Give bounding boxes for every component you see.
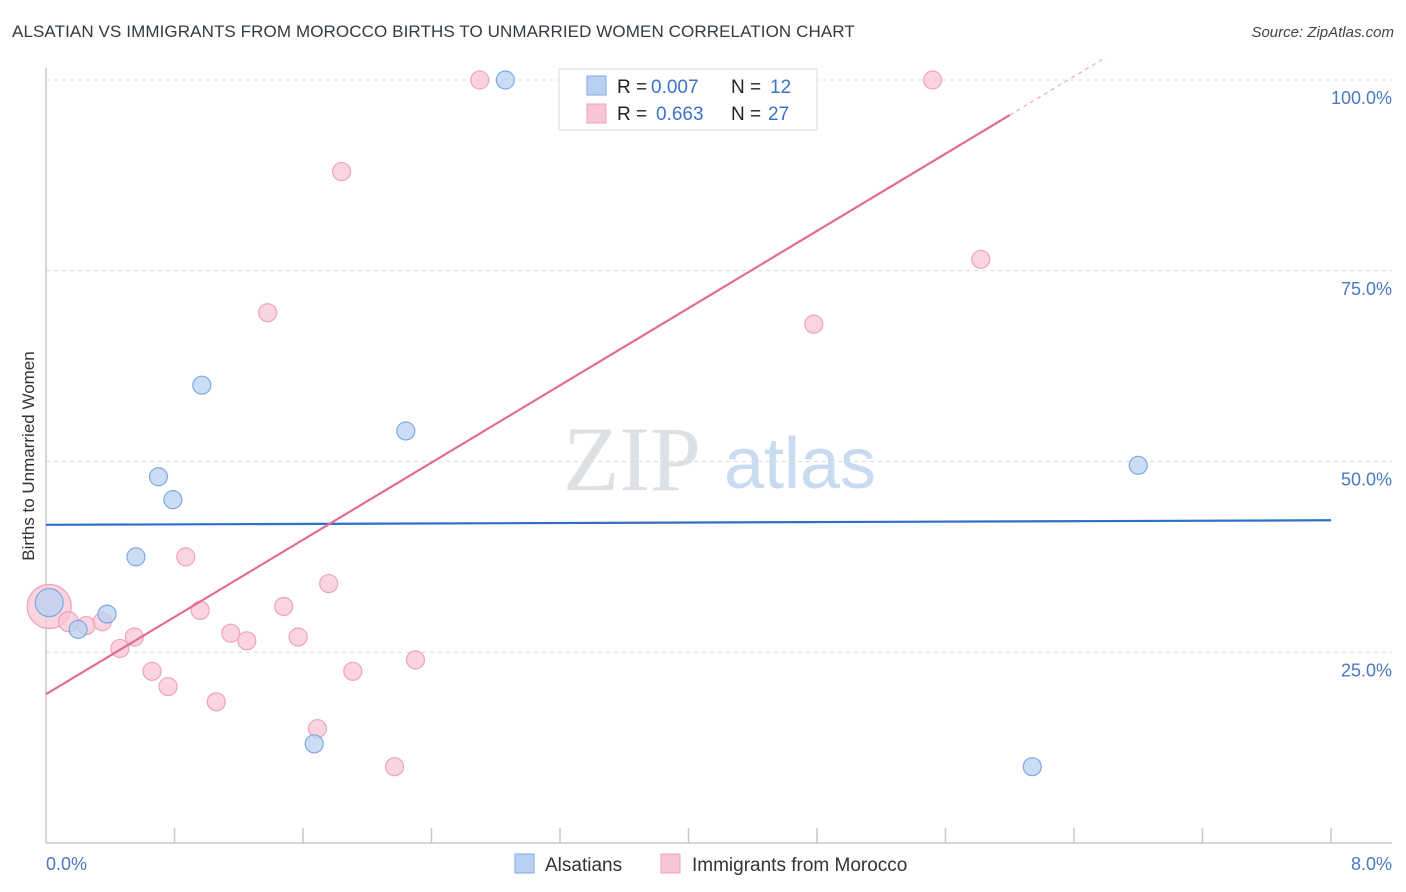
y-tick-label-75: 75.0% bbox=[1341, 279, 1392, 299]
morocco-point-22 bbox=[470, 70, 490, 90]
alsatians-point-1 bbox=[68, 619, 88, 639]
morocco-point-17 bbox=[319, 573, 339, 594]
watermark: ZIP atlas bbox=[563, 408, 876, 510]
watermark-atlas: atlas bbox=[724, 424, 876, 504]
morocco-point-10 bbox=[206, 692, 226, 712]
y-tick-label-100: 100.0% bbox=[1331, 88, 1392, 108]
bottom-legend-label-morocco: Immigrants from Morocco bbox=[692, 855, 907, 876]
alsatians-point-3 bbox=[126, 547, 146, 567]
morocco-point-18 bbox=[331, 161, 352, 182]
morocco-point-9 bbox=[190, 600, 210, 620]
y-tick-label-25: 25.0% bbox=[1341, 660, 1392, 680]
morocco-point-12 bbox=[237, 631, 257, 651]
gridlines bbox=[46, 79, 1392, 653]
alsatians-point-9 bbox=[495, 70, 515, 90]
series-alsatians-points bbox=[34, 70, 1148, 777]
alsatians-point-2 bbox=[97, 604, 117, 624]
morocco-trend-line-extension bbox=[1009, 56, 1107, 116]
alsatians-point-10 bbox=[1022, 757, 1042, 777]
morocco-point-19 bbox=[343, 661, 363, 681]
morocco-point-25 bbox=[923, 70, 943, 90]
legend-swatch-alsatians bbox=[586, 75, 607, 96]
alsatians-point-5 bbox=[163, 490, 183, 510]
x-axis-ticks bbox=[173, 828, 1332, 843]
morocco-point-6 bbox=[142, 661, 162, 681]
morocco-point-7 bbox=[158, 676, 178, 697]
bottom-legend-swatch-morocco bbox=[660, 853, 681, 874]
morocco-point-24 bbox=[804, 314, 824, 334]
morocco-point-26 bbox=[971, 249, 991, 269]
x-tick-label-min: 0.0% bbox=[46, 854, 87, 874]
morocco-point-15 bbox=[288, 627, 308, 647]
legend-n-value-alsatians: 12 bbox=[770, 77, 791, 98]
alsatians-point-6 bbox=[192, 375, 212, 395]
morocco-point-11 bbox=[221, 623, 241, 643]
y-tick-labels: 25.0% 50.0% 75.0% 100.0% bbox=[1331, 88, 1392, 680]
legend-r-label-alsatians: R = bbox=[617, 77, 647, 98]
alsatians-point-0 bbox=[34, 588, 64, 618]
legend-swatch-morocco bbox=[586, 103, 607, 124]
morocco-point-21 bbox=[405, 650, 426, 670]
y-axis-label: Births to Unmarried Women bbox=[19, 351, 38, 560]
legend-bottom: Alsatians Immigrants from Morocco bbox=[514, 853, 907, 876]
alsatians-point-11 bbox=[1128, 455, 1148, 475]
morocco-point-13 bbox=[258, 303, 278, 323]
alsatians-point-8 bbox=[396, 421, 416, 441]
bottom-legend-label-alsatians: Alsatians bbox=[545, 855, 622, 876]
bottom-legend-swatch-alsatians bbox=[514, 853, 535, 874]
x-tick-label-max: 8.0% bbox=[1351, 854, 1392, 874]
morocco-point-8 bbox=[176, 547, 196, 567]
legend-n-label-alsatians: N = bbox=[731, 77, 761, 98]
morocco-point-20 bbox=[384, 757, 405, 777]
trend-lines bbox=[45, 56, 1332, 696]
morocco-trend-line bbox=[45, 114, 1011, 696]
morocco-point-14 bbox=[274, 596, 294, 617]
legend-n-value-morocco: 27 bbox=[768, 104, 789, 125]
legend-n-label-morocco: N = bbox=[731, 104, 761, 125]
legend-r-value-morocco: 0.663 bbox=[656, 104, 704, 125]
alsatians-point-7 bbox=[304, 734, 324, 754]
chart-title: ALSATIAN VS IMMIGRANTS FROM MOROCCO BIRT… bbox=[12, 22, 855, 41]
alsatians-point-4 bbox=[148, 467, 169, 487]
legend-r-value-alsatians: 0.007 bbox=[651, 77, 699, 98]
legend-r-label-morocco: R = bbox=[617, 104, 647, 125]
source-label: Source: ZipAtlas.com bbox=[1251, 24, 1394, 41]
alsatians-trend-line bbox=[45, 519, 1332, 526]
legend-top: R = 0.007 N = 12 R = 0.663 N = 27 bbox=[558, 68, 818, 131]
watermark-zip: ZIP bbox=[563, 408, 701, 510]
y-tick-label-50: 50.0% bbox=[1341, 470, 1392, 490]
